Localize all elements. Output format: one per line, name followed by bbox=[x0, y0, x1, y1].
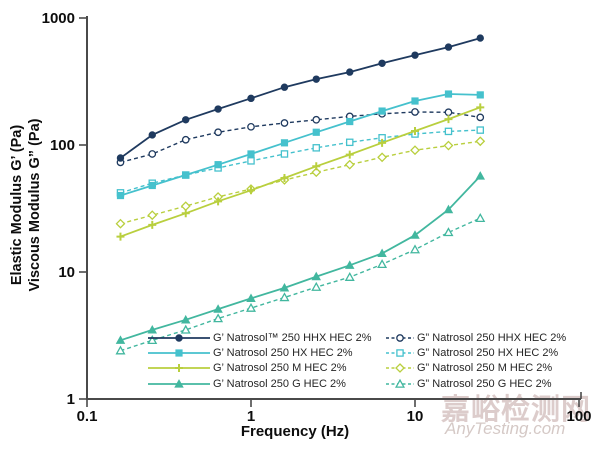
legend-sample-gp-m bbox=[148, 364, 210, 373]
series-gpp-hhx bbox=[116, 108, 485, 167]
x-tick-label: 10 bbox=[407, 408, 424, 425]
legend-column-g-double-prime: G” Natrosol 250 HHX HEC 2% G” Natrosol 25… bbox=[386, 330, 566, 392]
legend-label-gp-hhx: G’ Natrosol™ 250 HHX HEC 2% bbox=[213, 331, 372, 344]
legend-label-gp-m: G’ Natrosol 250 M HEC 2% bbox=[213, 362, 347, 375]
series-gp-hhx bbox=[116, 34, 484, 162]
x-tick-labels: 0.1 1 10 100 bbox=[77, 408, 592, 425]
y-tick-label: 10 bbox=[58, 264, 75, 281]
y-axis-title-line2: Viscous Modulus G” (Pa) bbox=[27, 118, 43, 292]
legend-column-g-prime: G’ Natrosol™ 250 HHX HEC 2% G’ Natrosol 2… bbox=[148, 330, 372, 392]
x-tick-label: 100 bbox=[566, 408, 591, 425]
legend-label-gp-g: G’ Natrosol 250 G HEC 2% bbox=[213, 377, 346, 390]
legend-item-gpp-m: G” Natrosol 250 M HEC 2% bbox=[386, 361, 566, 376]
y-tick-label: 1 bbox=[67, 391, 75, 408]
y-tick-labels: 1 10 100 1000 bbox=[42, 10, 75, 408]
legend-sample-gp-hx bbox=[148, 349, 210, 357]
y-axis-title: Elastic Modulus G’ (Pa) Viscous Modulus … bbox=[8, 55, 46, 355]
x-tick-label: 1 bbox=[247, 408, 255, 425]
series-gp-g bbox=[115, 171, 486, 344]
legend-label-gpp-m: G” Natrosol 250 M HEC 2% bbox=[417, 362, 553, 375]
legend-item-gp-hhx: G’ Natrosol™ 250 HHX HEC 2% bbox=[148, 330, 372, 345]
legend-label-gpp-g: G” Natrosol 250 G HEC 2% bbox=[417, 377, 552, 390]
legend-item-gp-m: G’ Natrosol 250 M HEC 2% bbox=[148, 361, 372, 376]
legend-label-gpp-hhx: G” Natrosol 250 HHX HEC 2% bbox=[417, 331, 567, 344]
legend-item-gp-hx: G’ Natrosol 250 HX HEC 2% bbox=[148, 345, 372, 360]
series-gp-hx bbox=[116, 90, 484, 200]
legend-sample-gpp-hhx bbox=[386, 333, 414, 342]
legend-sample-gp-g bbox=[148, 378, 210, 388]
legend-sample-gpp-hx bbox=[386, 349, 414, 357]
legend-label-gpp-hx: G” Natrosol 250 HX HEC 2% bbox=[417, 347, 559, 360]
y-axis-title-line1: Elastic Modulus G’ (Pa) bbox=[9, 124, 25, 286]
series-gp-m bbox=[116, 103, 485, 241]
y-tick-label: 100 bbox=[50, 137, 75, 154]
legend-sample-gpp-g bbox=[386, 378, 414, 388]
legend-item-gpp-hx: G” Natrosol 250 HX HEC 2% bbox=[386, 345, 566, 360]
watermark-site-text: AnyTesting.com bbox=[445, 419, 566, 438]
series-gpp-g bbox=[115, 213, 486, 355]
legend-label-gp-hx: G’ Natrosol 250 HX HEC 2% bbox=[213, 347, 353, 360]
legend-item-gpp-hhx: G” Natrosol 250 HHX HEC 2% bbox=[386, 330, 566, 345]
axes bbox=[79, 16, 582, 407]
y-tick-label: 1000 bbox=[42, 10, 75, 27]
legend-sample-gpp-m bbox=[386, 363, 414, 374]
x-axis-title: Frequency (Hz) bbox=[240, 423, 350, 440]
x-tick-label: 0.1 bbox=[77, 408, 98, 425]
legend-item-gp-g: G’ Natrosol 250 G HEC 2% bbox=[148, 376, 372, 391]
legend-sample-gp-hhx bbox=[148, 333, 210, 342]
legend-item-gpp-g: G” Natrosol 250 G HEC 2% bbox=[386, 376, 566, 391]
